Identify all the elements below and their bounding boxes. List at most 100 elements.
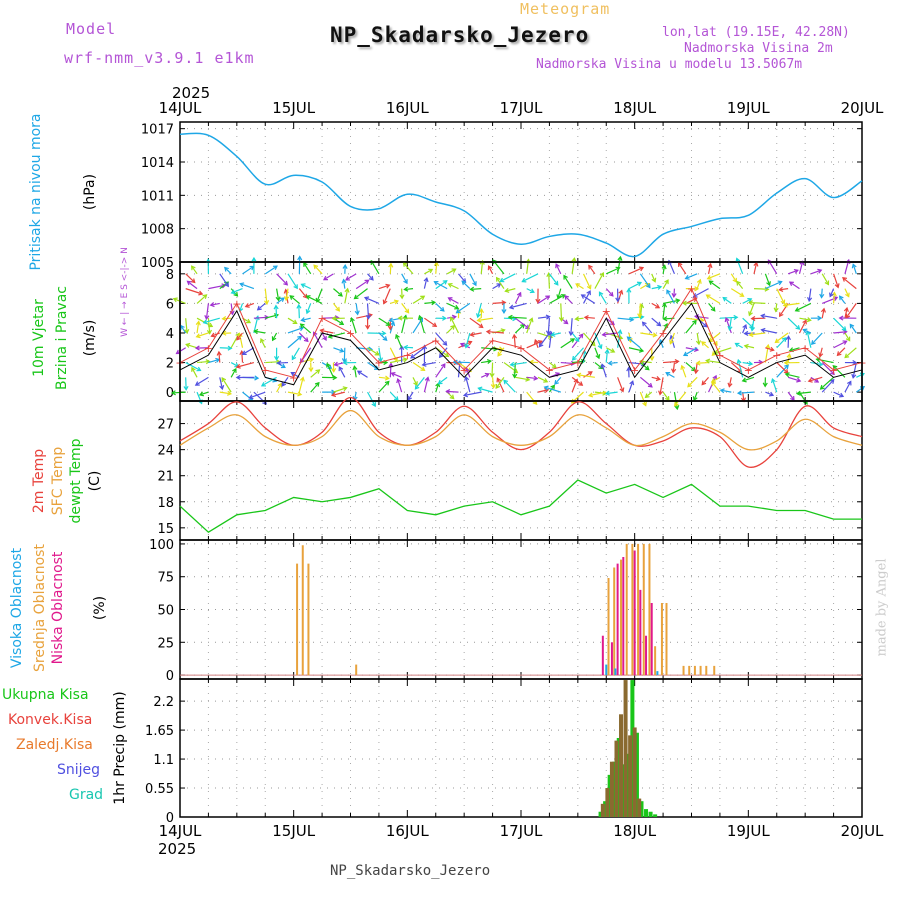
- wind-arrow-head: [841, 326, 847, 332]
- wind-arrow-head: [439, 306, 445, 312]
- wind-arrow-head: [467, 340, 473, 346]
- wind-arrow-head: [331, 367, 337, 373]
- wind-arrow-head: [521, 277, 527, 283]
- wind-arrow-head: [354, 310, 360, 316]
- wind-arrow: [316, 288, 323, 303]
- wind-arrow: [503, 379, 516, 393]
- wind-arrow-head: [447, 297, 453, 302]
- wind-arrow-head: [442, 315, 447, 321]
- wind-arrow-head: [399, 294, 405, 300]
- wind-arrow-head: [476, 317, 482, 323]
- wind-arrow-head: [645, 283, 651, 289]
- wind-arrow: [651, 376, 660, 380]
- wind-arrow: [332, 303, 340, 312]
- wind-arrow-head: [796, 377, 802, 383]
- wind-arrow: [753, 262, 758, 274]
- wind-arrow-head: [172, 297, 178, 303]
- wind-arrow: [448, 283, 459, 290]
- wind-arrow: [176, 347, 187, 355]
- wind-arrow-head: [638, 266, 645, 272]
- wind-arrow-head: [701, 380, 707, 386]
- wind-arrow: [685, 273, 698, 280]
- wind-arrow-head: [639, 347, 645, 353]
- y-tick-label: 0: [166, 669, 174, 684]
- wind-arrow-head: [615, 297, 621, 303]
- wind-arrow: [526, 340, 543, 349]
- wind-arrow: [277, 361, 289, 364]
- wind-arrow-head: [485, 329, 491, 335]
- wind-arrow: [185, 288, 203, 295]
- wind-arrow-head: [195, 320, 201, 326]
- y-tick-label: 1005: [141, 256, 174, 271]
- wind-arrow: [639, 273, 651, 288]
- wind-arrow-head: [420, 366, 426, 371]
- wind-arrow: [761, 329, 777, 334]
- wind-arrow: [289, 295, 300, 304]
- wind-arrow: [673, 288, 676, 297]
- wind-arrow-head: [743, 343, 749, 349]
- wind-arrow: [839, 295, 846, 304]
- wind-arrow-head: [637, 313, 643, 319]
- wind-arrow-head: [303, 337, 309, 343]
- wind-arrow-head: [508, 304, 514, 310]
- wind-arrow: [446, 325, 455, 334]
- wind-arrow: [765, 391, 774, 396]
- wind-arrow: [333, 347, 344, 353]
- wind-arrow: [353, 366, 357, 378]
- wind-arrow: [537, 389, 549, 393]
- wind-arrow: [236, 332, 243, 341]
- wind-arrow: [367, 362, 379, 370]
- wind-arrow: [829, 288, 835, 297]
- wind-arrow: [736, 258, 744, 275]
- wind-arrow: [261, 376, 277, 387]
- wind-arrow-head: [702, 322, 708, 328]
- wind-arrow: [852, 264, 857, 275]
- wind-arrow: [285, 288, 289, 301]
- wind-arrow-head: [707, 262, 713, 268]
- wind-arrow: [711, 381, 721, 393]
- wind-arrow: [196, 294, 207, 304]
- wind-arrow: [548, 273, 551, 289]
- wind-arrow-head: [682, 351, 688, 357]
- wind-arrow-head: [626, 366, 632, 372]
- wind-arrow: [478, 387, 493, 393]
- wind-arrow: [564, 295, 573, 304]
- wind-arrow-head: [322, 335, 327, 341]
- year-bottom: 2025: [158, 840, 196, 858]
- model-label: Model: [66, 20, 117, 38]
- wind-arrow-head: [766, 281, 771, 287]
- wind-arrow-head: [273, 304, 279, 310]
- wind-arrow: [397, 378, 403, 393]
- wind-arrow-head: [692, 293, 698, 298]
- wind-arrow: [211, 332, 221, 337]
- wind-arrow: [651, 317, 661, 327]
- wind-arrow-head: [363, 296, 370, 302]
- wind-arrow-head: [374, 351, 380, 356]
- wind-arrow-head: [175, 349, 181, 355]
- wind-arrow: [639, 391, 647, 406]
- wind-arrow-head: [186, 280, 192, 286]
- wind-arrow-head: [647, 382, 653, 388]
- wind-arrow: [837, 347, 846, 356]
- wind-arrow: [771, 378, 778, 393]
- wind-arrow-head: [762, 382, 768, 388]
- wind-arrow: [605, 347, 615, 353]
- wind-arrow: [575, 283, 584, 290]
- wind-arrow: [833, 331, 847, 334]
- wind-arrow-head: [724, 316, 730, 323]
- wind-gust-marker: +: [460, 364, 469, 377]
- wind-arrow: [514, 317, 530, 329]
- wind-arrow-head: [793, 268, 799, 274]
- dewpt-line: [179, 479, 862, 533]
- wind-arrow-head: [387, 325, 393, 331]
- wind-arrow: [728, 377, 732, 387]
- wind-arrow: [370, 260, 380, 275]
- wind-arrow: [606, 267, 620, 275]
- wind-arrow-head: [209, 302, 215, 308]
- wind-arrow-head: [665, 371, 671, 377]
- wind-arrow-head: [652, 332, 658, 338]
- wind-arrow: [240, 283, 255, 290]
- wind-arrow: [221, 377, 232, 393]
- wind-arrow-head: [455, 308, 461, 314]
- wind-arrow-head: [342, 386, 348, 392]
